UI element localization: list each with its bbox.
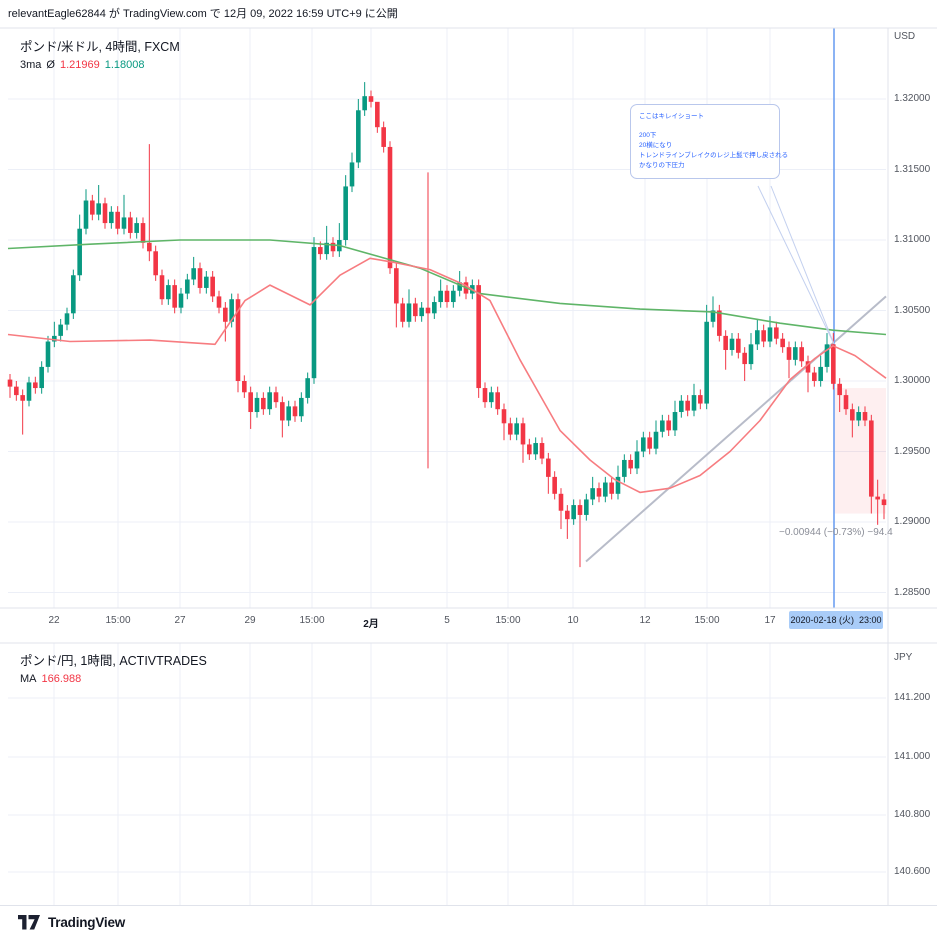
time-axis-label: 10: [567, 615, 579, 626]
time-axis-label: 27: [174, 615, 186, 626]
callout-note-line: [639, 122, 771, 131]
time-axis-label: 15:00: [495, 615, 521, 626]
time-axis-label: 12: [639, 615, 651, 626]
price-change-label: −0.00944 (−0.73%) −94.4: [779, 527, 893, 538]
trendline-drawing[interactable]: [585, 295, 887, 563]
time-axis-label: 22: [48, 615, 60, 626]
pane2-symbol-title[interactable]: ポンド/円, 1時間, ACTIVTRADES: [20, 654, 207, 668]
pane1-indicator-label[interactable]: 3ma: [20, 59, 42, 71]
callout-note-line: かなりの下圧力: [639, 162, 685, 169]
callout-note-line: トレンドラインブレイクのレジ上髭で押し戻される: [639, 152, 789, 159]
time-axis-label: 2月: [363, 619, 379, 630]
time-axis-label: 15:00: [694, 615, 720, 626]
ma-value-green: 1.18008: [104, 59, 145, 71]
pane1-symbol-title[interactable]: ポンド/米ドル, 4時間, FXCM: [20, 40, 180, 54]
time-axis-label: 5: [444, 615, 450, 626]
ma-red-line: [7, 257, 887, 494]
pane2-indicator-row: MA 166.988: [20, 673, 207, 685]
pane-borders: [0, 27, 937, 905]
pane2-legend[interactable]: ポンド/円, 1時間, ACTIVTRADES MA 166.988: [20, 650, 207, 685]
pane2-indicator-label[interactable]: MA: [20, 673, 37, 685]
pane2-ma-value: 166.988: [41, 673, 82, 685]
callout-tail: [757, 185, 835, 345]
candlestick-series: [7, 82, 887, 568]
time-axis-label: 29: [244, 615, 256, 626]
time-axis-label: 15:00: [105, 615, 131, 626]
time-axis[interactable]: 22 15:00 27 29 15:00 2月 5 15:00 10 12 15:00 17: [0, 608, 888, 643]
tradingview-logo-text: TradingView: [48, 914, 126, 930]
tradingview-logo[interactable]: TradingView: [18, 913, 125, 931]
callout-note-line: 20横になり: [639, 142, 673, 149]
publish-change-zone: [834, 388, 886, 514]
time-axis-label: 17: [764, 615, 776, 626]
callout-tail: [770, 185, 835, 345]
callout-note-line: ここはキレイショート: [639, 113, 704, 120]
pane1-legend[interactable]: ポンド/米ドル, 4時間, FXCM 3ma Ø 1.21969 1.18008: [20, 36, 180, 71]
publish-header: relevantEagle62844 が TradingView.com で 1…: [8, 8, 398, 20]
pane1-indicator-row: 3ma Ø 1.21969 1.18008: [20, 59, 180, 71]
time-axis-label: 15:00: [299, 615, 325, 626]
avg-symbol: Ø: [46, 59, 55, 71]
tradingview-logo-icon: [18, 915, 40, 930]
callout-note-line: 200下: [639, 132, 657, 139]
ma-value-red: 1.21969: [59, 59, 100, 71]
footer-bar: TradingView: [0, 905, 937, 937]
callout-note[interactable]: ここはキレイショート 200下 20横になりトレンドラインブレイクのレジ上髭で押し戻…: [630, 104, 789, 179]
publish-date-pill: 2020-02-18 (火) 23:00: [789, 611, 883, 629]
